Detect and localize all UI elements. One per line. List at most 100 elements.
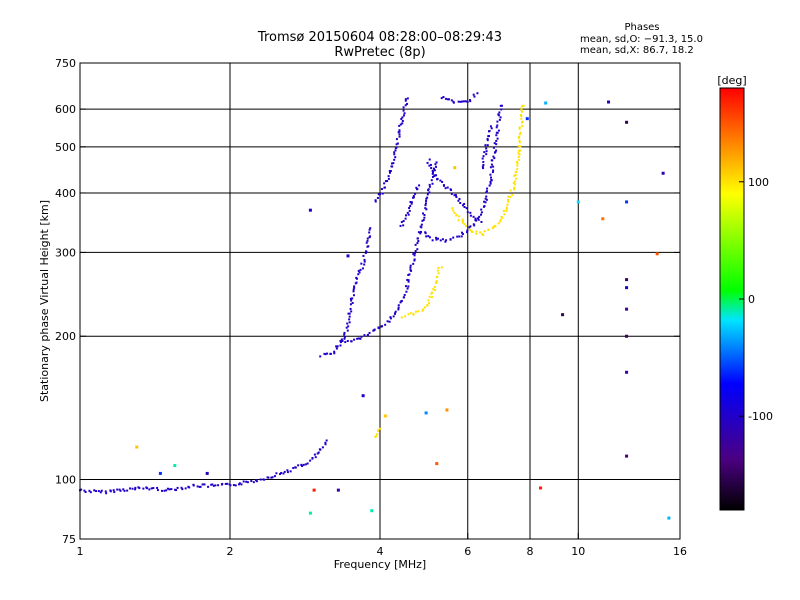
trace-point: [112, 489, 115, 492]
trace-point: [427, 235, 430, 238]
trace-point: [503, 213, 506, 216]
trace-point: [422, 218, 425, 221]
trace-point: [410, 202, 413, 205]
trace-point: [375, 434, 378, 437]
trace-point: [431, 182, 434, 185]
trace-point: [176, 486, 179, 489]
trace-point: [119, 489, 122, 492]
grid-lines: [80, 63, 680, 539]
trace-point: [519, 114, 522, 117]
trace-point: [444, 97, 447, 100]
trace-point: [435, 238, 438, 241]
trace-point: [421, 309, 424, 312]
x-tick-label: 8: [527, 545, 534, 558]
trace-point: [259, 478, 262, 481]
trace-point: [440, 97, 443, 100]
trace-point: [346, 322, 349, 325]
trace-point: [406, 278, 409, 281]
trace-point: [499, 116, 502, 119]
echo-point: [346, 254, 350, 258]
trace-point: [128, 487, 131, 490]
trace-point: [509, 195, 512, 198]
trace-point: [469, 100, 472, 103]
trace-point: [453, 194, 456, 197]
trace-point: [148, 488, 151, 491]
trace-point: [399, 224, 402, 227]
trace-point: [203, 483, 206, 486]
trace-point: [373, 328, 376, 331]
trace-point: [352, 294, 355, 297]
trace-point: [252, 481, 255, 484]
trace-point: [489, 166, 492, 169]
trace-point: [428, 236, 431, 239]
echo-point: [312, 488, 316, 492]
trace-point: [275, 472, 278, 475]
trace-point: [432, 167, 435, 170]
trace-point: [496, 131, 499, 134]
trace-point: [512, 188, 515, 191]
trace-point: [335, 347, 338, 350]
trace-point: [368, 331, 371, 334]
echo-point: [308, 208, 312, 212]
trace-point: [485, 198, 488, 201]
trace-point: [452, 209, 455, 212]
trace-point: [407, 285, 410, 288]
trace-point: [196, 485, 199, 488]
trace-point: [461, 221, 464, 224]
trace-point: [238, 482, 241, 485]
trace-point: [393, 158, 396, 161]
trace-point: [343, 336, 346, 339]
trace-point: [341, 340, 344, 343]
trace-point: [412, 253, 415, 256]
trace-point: [394, 149, 397, 152]
trace-point: [514, 174, 517, 177]
y-tick-label: 200: [55, 330, 76, 343]
trace-point: [488, 135, 491, 138]
trace-point: [414, 243, 417, 246]
trace-point: [406, 97, 409, 100]
echo-point: [561, 313, 565, 317]
trace-point: [493, 142, 496, 145]
trace-point: [425, 199, 428, 202]
echo-point: [445, 408, 449, 412]
colorbar-ticks: 100 0 -100: [739, 176, 773, 423]
trace-point: [472, 93, 475, 96]
trace-point: [423, 216, 426, 219]
trace-point: [490, 178, 493, 181]
trace-point: [441, 180, 444, 183]
trace-point: [428, 191, 431, 194]
trace-point: [289, 470, 292, 473]
trace-point: [201, 483, 204, 486]
trace-point: [507, 198, 510, 201]
trace-point: [453, 211, 456, 214]
trace-point: [282, 472, 285, 475]
trace-point: [384, 180, 387, 183]
trace-point: [417, 310, 420, 313]
trace-point: [513, 186, 516, 189]
trace-point: [333, 350, 336, 353]
trace-point: [459, 100, 462, 103]
trace-point: [480, 211, 483, 214]
phases-info-title: Phases: [624, 22, 659, 33]
trace-point: [400, 221, 403, 224]
trace-point: [512, 182, 515, 185]
trace-point: [348, 318, 351, 321]
y-tick-label: 100: [55, 474, 76, 487]
trace-point: [398, 135, 401, 138]
trace-point: [485, 153, 488, 156]
trace-point: [457, 199, 460, 202]
trace-point: [363, 263, 366, 266]
trace-point: [360, 335, 363, 338]
trace-point: [229, 484, 232, 487]
trace-point: [349, 297, 352, 300]
trace-point: [83, 489, 86, 492]
trace-point: [408, 207, 411, 210]
trace-point: [403, 293, 406, 296]
trace-point: [463, 223, 466, 226]
trace-point: [432, 288, 435, 291]
trace-point: [495, 126, 498, 129]
trace-point: [518, 139, 521, 142]
trace-point: [350, 299, 353, 302]
x-tick-label: 16: [673, 545, 687, 558]
trace-point: [431, 172, 434, 175]
